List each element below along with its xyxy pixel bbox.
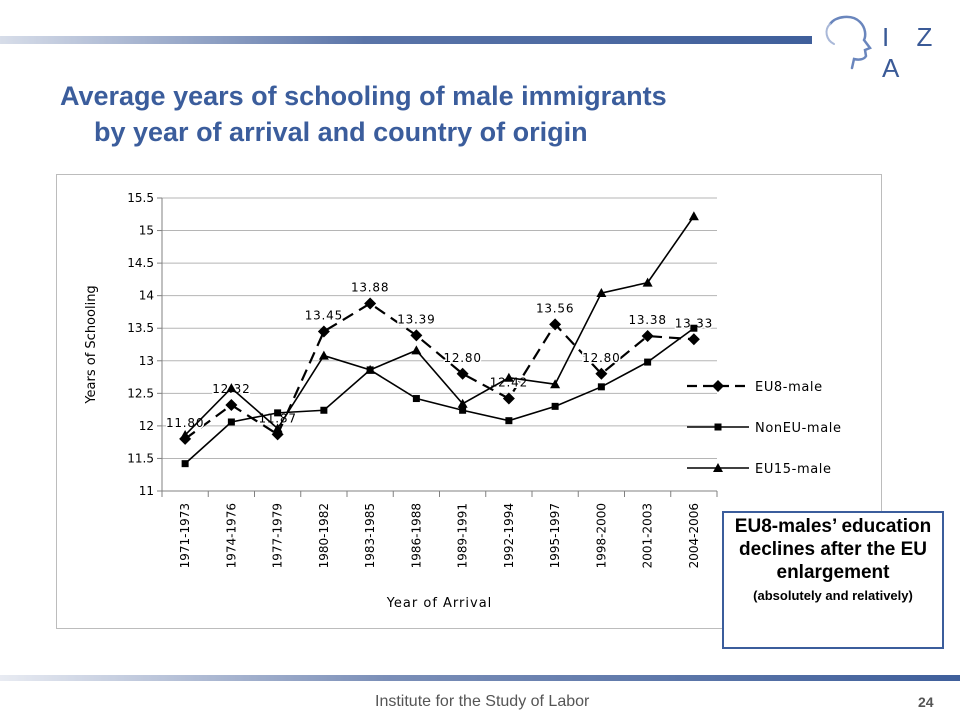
- x-tick-label: 1995-1997: [548, 503, 562, 568]
- data-point: [644, 358, 652, 366]
- data-point: [410, 329, 423, 342]
- data-label: 12.80: [443, 351, 481, 365]
- head-profile-icon: [825, 15, 872, 70]
- data-point: [595, 367, 608, 380]
- x-tick-label: 2004-2006: [687, 503, 701, 568]
- data-label: 12.80: [582, 351, 620, 365]
- header-accent-bar: [0, 36, 812, 44]
- legend-marker: [712, 380, 724, 392]
- data-point: [596, 288, 607, 298]
- series-line-NonEU-male: [184, 327, 695, 465]
- iza-logo: [818, 10, 953, 70]
- x-tick-label: 1974-1976: [224, 503, 238, 568]
- data-label: 13.39: [397, 312, 435, 326]
- y-tick-label: 14.5: [127, 256, 154, 270]
- callout-box: EU8-males’ education declines after the …: [722, 511, 944, 649]
- x-tick-label: 1980-1982: [317, 503, 331, 568]
- x-tick-label: 1983-1985: [363, 503, 377, 568]
- x-tick-label: 1998-2000: [594, 503, 608, 568]
- data-point: [641, 330, 654, 343]
- x-tick-label: 1986-1988: [409, 503, 423, 568]
- legend-marker: [714, 423, 722, 431]
- data-point: [226, 383, 237, 393]
- y-tick-label: 15.5: [127, 191, 154, 205]
- footer-org-name: Institute for the Study of Labor: [375, 693, 590, 710]
- data-point: [272, 423, 283, 433]
- data-point: [411, 345, 422, 355]
- data-point: [549, 318, 562, 331]
- data-point: [688, 211, 699, 221]
- y-tick-label: 13: [139, 354, 154, 368]
- y-tick-label: 11: [139, 484, 154, 498]
- data-point: [227, 418, 235, 426]
- legend-label: EU8-male: [755, 380, 823, 395]
- data-point: [364, 297, 377, 310]
- data-point: [274, 409, 282, 417]
- footer-accent-bar: [0, 675, 960, 681]
- data-label: 13.88: [351, 280, 389, 294]
- data-label: 13.33: [675, 316, 713, 330]
- data-point: [551, 402, 559, 410]
- legend-label: EU15-male: [755, 462, 832, 477]
- data-point: [505, 417, 513, 425]
- x-tick-label: 1989-1991: [456, 503, 470, 568]
- data-point: [459, 406, 467, 414]
- page-number: 24: [918, 694, 934, 710]
- x-tick-label: 1992-1994: [502, 503, 516, 568]
- data-label: 13.56: [536, 301, 574, 315]
- x-tick-label: 1977-1979: [271, 503, 285, 568]
- y-tick-label: 11.5: [127, 451, 154, 465]
- data-point: [320, 406, 328, 414]
- data-point: [317, 325, 330, 338]
- logo-wordmark: I Z A: [882, 22, 943, 83]
- data-point: [502, 392, 515, 405]
- data-point: [180, 430, 191, 440]
- data-point: [690, 324, 698, 332]
- data-point: [412, 395, 420, 403]
- y-tick-label: 13.5: [127, 321, 154, 335]
- y-axis-title: Years of Schooling: [84, 285, 99, 404]
- data-point: [318, 350, 329, 360]
- chart-container: 11 11.5 12 12.5 13 13.5 14 14.5 15 15.5 1971-1973 1…: [56, 174, 882, 629]
- data-label: 13.45: [305, 308, 343, 322]
- data-point: [642, 277, 653, 287]
- x-tick-label: 2001-2003: [641, 503, 655, 568]
- data-label: 13.38: [628, 313, 666, 327]
- title-line-1: Average years of schooling of male immig…: [60, 81, 667, 111]
- data-point: [503, 372, 514, 382]
- data-label: 11.80: [166, 416, 204, 430]
- x-axis-title: Year of Arrival: [386, 596, 493, 611]
- callout-main-text: EU8-males’ education declines after the …: [734, 516, 932, 583]
- callout-sub-text: (absolutely and relatively): [753, 588, 913, 603]
- y-tick-label: 12: [139, 419, 154, 433]
- y-tick-label: 12.5: [127, 386, 154, 400]
- x-tick-label: 1971-1973: [178, 503, 192, 568]
- data-point: [181, 460, 189, 468]
- title-line-2: by year of arrival and country of origin: [94, 117, 588, 147]
- legend-marker: [713, 463, 723, 472]
- series-line-EU8-male: [184, 302, 694, 440]
- data-point: [365, 364, 376, 374]
- line-chart: 11 11.5 12 12.5 13 13.5 14 14.5 15 15.5 1971-1973 1…: [84, 191, 842, 611]
- y-tick-label: 15: [139, 224, 154, 238]
- slide-title: Average years of schooling of male immig…: [60, 78, 820, 150]
- series-line-EU15-male: [184, 215, 695, 436]
- y-tick-label: 14: [139, 289, 154, 303]
- data-point: [456, 367, 469, 380]
- data-point: [457, 398, 468, 408]
- data-point: [550, 379, 561, 389]
- data-point: [597, 383, 605, 391]
- legend-label: NonEU-male: [755, 421, 842, 436]
- data-point: [225, 399, 238, 412]
- data-point: [687, 333, 700, 346]
